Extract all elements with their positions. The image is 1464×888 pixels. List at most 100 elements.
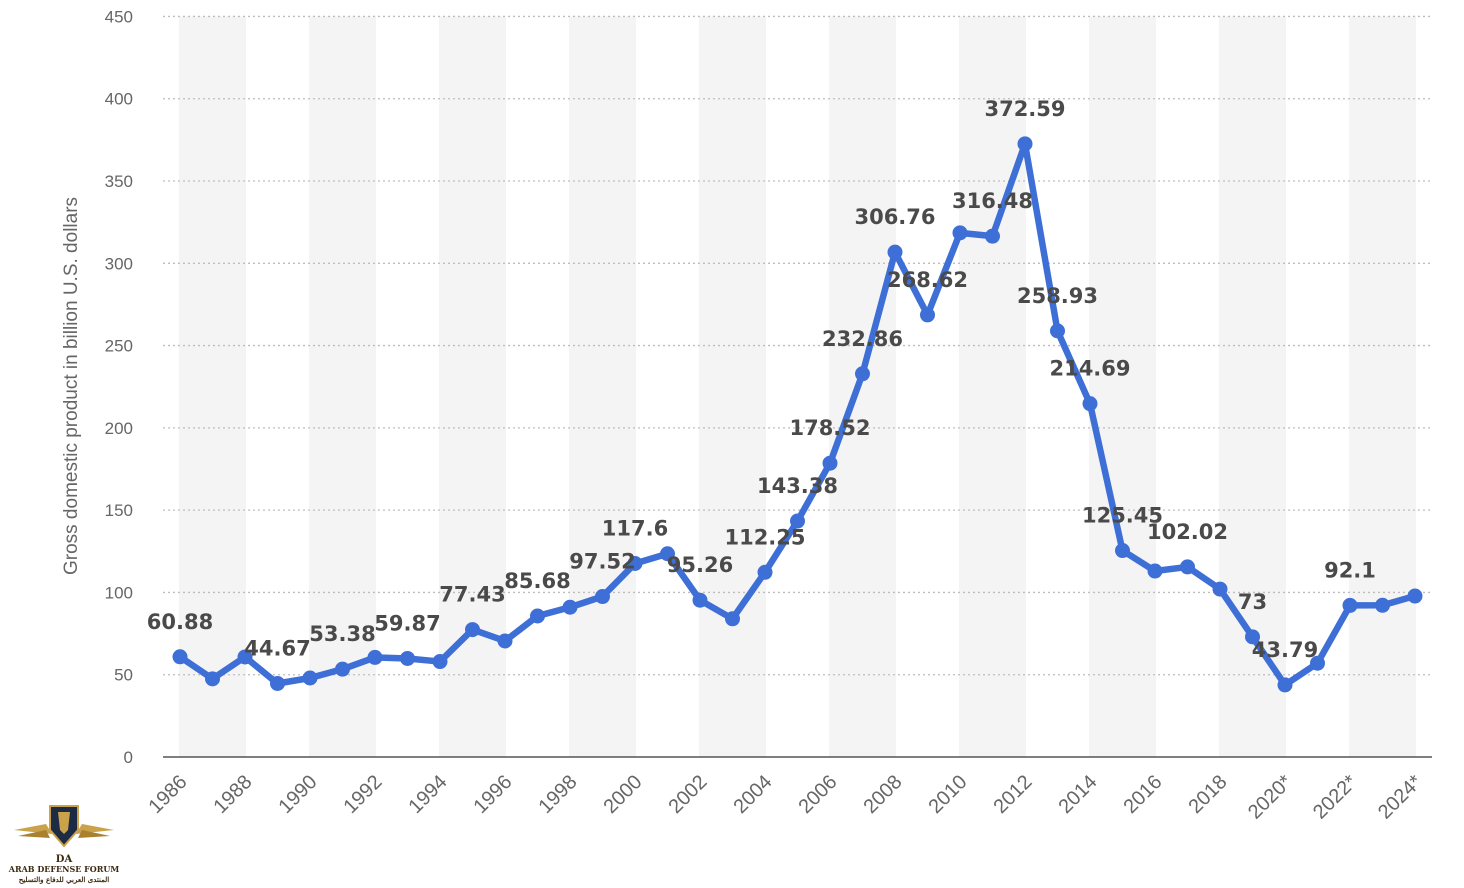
year-band bbox=[569, 16, 636, 758]
x-tick-label: 2008 bbox=[860, 771, 907, 818]
x-tick-label: 1988 bbox=[210, 771, 257, 818]
data-points bbox=[172, 136, 1423, 693]
data-point bbox=[1147, 563, 1163, 579]
logo-name: ARAB DEFENSE FORUM bbox=[8, 864, 120, 874]
x-tick-label: 1990 bbox=[275, 771, 322, 818]
x-tick-label: 2022* bbox=[1309, 771, 1362, 824]
data-point bbox=[790, 513, 805, 529]
data-point bbox=[1375, 597, 1390, 613]
year-band bbox=[829, 16, 896, 758]
year-band bbox=[699, 16, 766, 758]
data-point bbox=[952, 225, 968, 241]
data-label: 43.79 bbox=[1252, 638, 1318, 662]
y-tick-label: 450 bbox=[105, 7, 133, 26]
year-band bbox=[1089, 16, 1156, 758]
gridlines bbox=[163, 15, 1432, 758]
x-tick-label: 1994 bbox=[405, 771, 452, 818]
x-tick-label: 2016 bbox=[1120, 771, 1167, 818]
data-point bbox=[270, 675, 285, 691]
data-label: 73 bbox=[1238, 590, 1267, 614]
data-point bbox=[660, 546, 675, 562]
data-point bbox=[237, 649, 253, 665]
data-point bbox=[692, 592, 708, 608]
x-tick-label: 2010 bbox=[925, 771, 972, 818]
data-label: 125.45 bbox=[1082, 504, 1163, 528]
logo-arabic: المنتدى العربي للدفاع والتسليح bbox=[19, 875, 110, 885]
data-point bbox=[367, 649, 383, 665]
year-band bbox=[179, 16, 246, 758]
data-point bbox=[855, 366, 870, 382]
data-point bbox=[985, 228, 1000, 244]
data-point bbox=[205, 671, 220, 687]
data-point bbox=[1180, 559, 1195, 575]
data-point bbox=[432, 654, 448, 670]
y-tick-label: 250 bbox=[105, 337, 133, 356]
data-label: 97.52 bbox=[569, 550, 635, 574]
x-tick-label: 2014 bbox=[1055, 771, 1102, 818]
year-band bbox=[1349, 16, 1416, 758]
data-point bbox=[822, 455, 838, 471]
data-label: 59.87 bbox=[374, 611, 440, 635]
data-label: 77.43 bbox=[439, 583, 505, 607]
y-tick-label: 200 bbox=[105, 419, 133, 438]
x-tick-label: 2002 bbox=[665, 771, 712, 818]
data-point bbox=[1277, 677, 1293, 693]
data-label: 85.68 bbox=[504, 569, 570, 593]
x-tick-label: 2000 bbox=[600, 771, 647, 818]
data-point bbox=[562, 599, 578, 615]
x-tick-label: 2018 bbox=[1185, 771, 1232, 818]
data-point bbox=[400, 650, 415, 666]
data-point bbox=[887, 244, 903, 260]
x-tick-label: 2006 bbox=[795, 771, 842, 818]
data-label: 268.62 bbox=[887, 268, 968, 292]
y-tick-label: 100 bbox=[105, 583, 133, 602]
data-point bbox=[1342, 597, 1358, 613]
data-point bbox=[1245, 629, 1260, 645]
data-point bbox=[1082, 396, 1098, 412]
x-tick-label: 2020* bbox=[1244, 771, 1297, 824]
data-label: 112.25 bbox=[724, 525, 805, 549]
data-label: 306.76 bbox=[854, 205, 935, 229]
data-label: 95.26 bbox=[667, 553, 733, 577]
y-tick-label: 300 bbox=[105, 254, 133, 273]
logo-initials: DA bbox=[56, 854, 73, 865]
x-tick-label: 2004 bbox=[730, 771, 777, 818]
y-axis-ticks: 0 50 100 150 200 250 300 350 400 450 bbox=[105, 7, 133, 767]
data-point bbox=[530, 608, 545, 624]
year-band bbox=[309, 16, 376, 758]
data-point bbox=[302, 670, 318, 686]
x-tick-label: 1996 bbox=[470, 771, 517, 818]
x-tick-label: 1992 bbox=[340, 771, 387, 818]
data-point bbox=[335, 661, 350, 677]
data-label: 60.88 bbox=[147, 610, 213, 634]
data-label: 316.48 bbox=[952, 189, 1033, 213]
data-label: 258.93 bbox=[1017, 284, 1098, 308]
data-point bbox=[725, 611, 740, 627]
data-label: 178.52 bbox=[789, 416, 870, 440]
y-tick-label: 350 bbox=[105, 172, 133, 191]
data-label: 214.69 bbox=[1049, 357, 1130, 381]
data-label: 117.6 bbox=[602, 516, 668, 540]
y-tick-label: 0 bbox=[124, 748, 133, 767]
y-tick-label: 150 bbox=[105, 501, 133, 520]
x-tick-label: 1998 bbox=[535, 771, 582, 818]
arab-defense-forum-logo: DA ARAB DEFENSE FORUM المنتدى العربي للد… bbox=[8, 805, 120, 885]
data-point bbox=[1310, 655, 1325, 671]
data-point bbox=[1115, 543, 1130, 559]
data-label: 53.38 bbox=[309, 622, 375, 646]
data-point bbox=[172, 649, 188, 665]
data-point bbox=[1017, 136, 1033, 152]
data-label: 143.38 bbox=[757, 474, 838, 498]
data-point bbox=[595, 589, 610, 605]
year-band bbox=[439, 16, 506, 758]
data-point bbox=[757, 564, 773, 580]
data-label: 102.02 bbox=[1147, 520, 1228, 544]
x-tick-label: 1986 bbox=[145, 771, 192, 818]
data-point bbox=[627, 555, 643, 571]
alternating-year-bands bbox=[179, 16, 1416, 758]
data-point bbox=[465, 622, 480, 638]
data-point bbox=[920, 307, 935, 323]
data-label: 44.67 bbox=[244, 636, 310, 660]
